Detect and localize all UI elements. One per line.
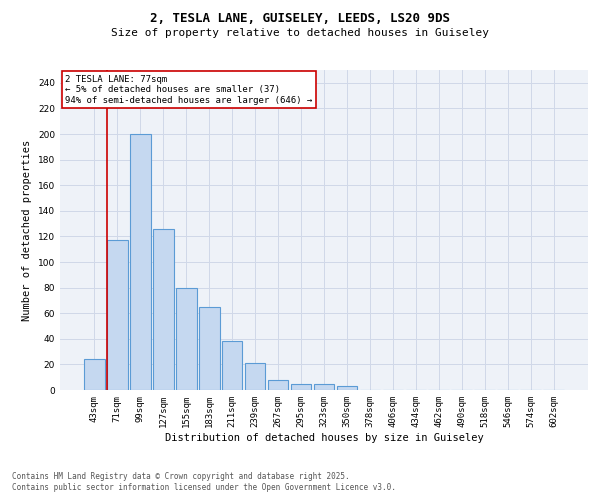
- Y-axis label: Number of detached properties: Number of detached properties: [22, 140, 32, 320]
- Text: 2, TESLA LANE, GUISELEY, LEEDS, LS20 9DS: 2, TESLA LANE, GUISELEY, LEEDS, LS20 9DS: [150, 12, 450, 26]
- Bar: [199, 307, 220, 390]
- Bar: [107, 240, 128, 390]
- Bar: [222, 342, 242, 390]
- Text: Size of property relative to detached houses in Guiseley: Size of property relative to detached ho…: [111, 28, 489, 38]
- Bar: [314, 384, 334, 390]
- Text: 2 TESLA LANE: 77sqm
← 5% of detached houses are smaller (37)
94% of semi-detache: 2 TESLA LANE: 77sqm ← 5% of detached hou…: [65, 75, 313, 104]
- Text: Contains public sector information licensed under the Open Government Licence v3: Contains public sector information licen…: [12, 484, 396, 492]
- Bar: [176, 288, 197, 390]
- Bar: [245, 363, 265, 390]
- Bar: [84, 360, 104, 390]
- Bar: [337, 386, 358, 390]
- Bar: [130, 134, 151, 390]
- Bar: [153, 228, 173, 390]
- Text: Contains HM Land Registry data © Crown copyright and database right 2025.: Contains HM Land Registry data © Crown c…: [12, 472, 350, 481]
- Bar: [268, 380, 289, 390]
- Bar: [290, 384, 311, 390]
- X-axis label: Distribution of detached houses by size in Guiseley: Distribution of detached houses by size …: [164, 432, 484, 442]
